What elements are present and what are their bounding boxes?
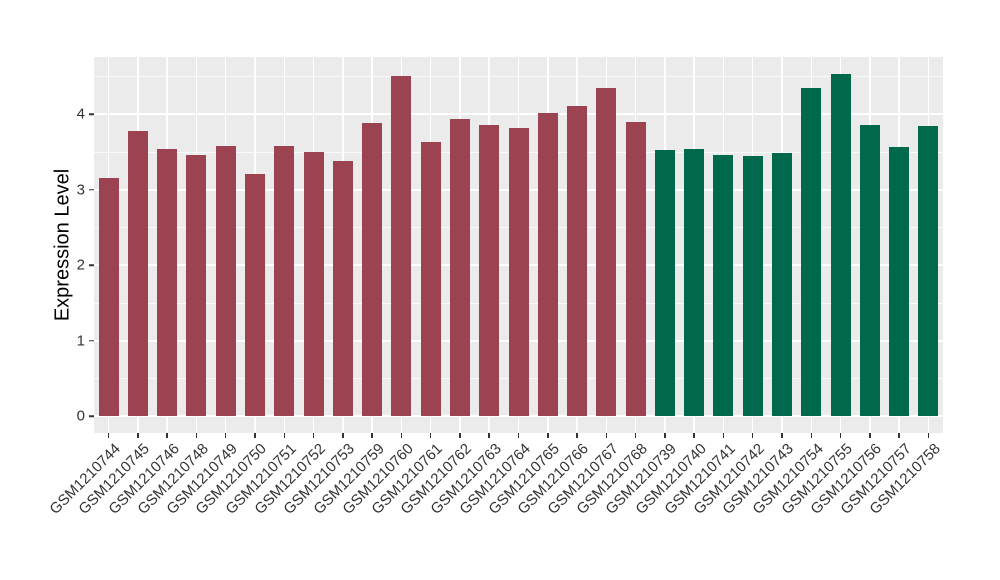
- bar-GSM1210759: [362, 123, 383, 416]
- bar-GSM1210748: [186, 154, 207, 416]
- bar-GSM1210756: [859, 125, 880, 416]
- y-tick-label: 4: [76, 105, 85, 123]
- x-tick-mark: [605, 433, 608, 438]
- x-tick-mark: [459, 433, 461, 438]
- bar-GSM1210757: [889, 147, 910, 416]
- bar-GSM1210764: [508, 128, 529, 416]
- x-tick-mark: [195, 433, 198, 438]
- x-tick-mark: [107, 433, 110, 438]
- y-tick-mark: [89, 188, 94, 191]
- x-tick-mark: [634, 433, 637, 438]
- bar-GSM1210745: [127, 131, 148, 416]
- y-tick-mark: [89, 339, 94, 342]
- bar-GSM1210753: [332, 160, 353, 416]
- bar-GSM1210739: [654, 150, 675, 416]
- y-tick-mark: [89, 264, 94, 266]
- bar-GSM1210761: [420, 141, 441, 416]
- bar-GSM1210767: [596, 88, 617, 416]
- x-tick-mark: [312, 433, 315, 438]
- bar-GSM1210751: [274, 145, 295, 416]
- x-tick-mark: [371, 433, 373, 438]
- x-tick-mark: [869, 433, 871, 438]
- x-tick-mark: [664, 433, 666, 438]
- x-tick-mark: [810, 433, 812, 438]
- bar-GSM1210740: [684, 148, 705, 416]
- x-tick-mark: [400, 433, 403, 438]
- bar-GSM1210765: [537, 113, 558, 416]
- bar-GSM1210752: [303, 151, 324, 416]
- bar-GSM1210760: [391, 76, 412, 416]
- y-tick-label: 0: [76, 407, 85, 425]
- x-tick-mark: [342, 433, 344, 438]
- x-tick-mark: [488, 433, 490, 438]
- bar-GSM1210754: [801, 87, 822, 416]
- x-tick-mark: [898, 433, 900, 438]
- bar-GSM1210755: [830, 73, 851, 416]
- x-tick-mark: [839, 433, 842, 438]
- plot-panel: [94, 57, 943, 433]
- y-tick-label: 3: [76, 181, 85, 198]
- x-tick-mark: [166, 433, 168, 438]
- bar-GSM1210741: [713, 154, 734, 416]
- x-tick-mark: [517, 433, 520, 438]
- bar-GSM1210762: [449, 119, 470, 416]
- x-tick-mark: [693, 433, 695, 438]
- x-tick-mark: [429, 433, 432, 438]
- bar-GSM1210743: [771, 152, 792, 416]
- bar-GSM1210750: [245, 173, 266, 416]
- x-tick-mark: [547, 433, 549, 438]
- x-tick-mark: [927, 433, 930, 438]
- x-tick-mark: [576, 433, 578, 438]
- bar-GSM1210742: [742, 156, 763, 416]
- bar-GSM1210758: [918, 126, 939, 416]
- bar-GSM1210749: [215, 146, 236, 416]
- x-tick-mark: [751, 433, 754, 438]
- bar-GSM1210766: [567, 105, 588, 416]
- y-tick-label: 1: [76, 332, 85, 349]
- bar-GSM1210746: [157, 149, 178, 416]
- bar-GSM1210763: [479, 125, 500, 416]
- y-tick-mark: [89, 415, 94, 417]
- x-tick-mark: [283, 433, 286, 438]
- x-tick-mark: [722, 433, 725, 438]
- x-tick-mark: [137, 433, 139, 438]
- x-tick-mark: [254, 433, 256, 438]
- x-tick-mark: [224, 433, 227, 438]
- bar-GSM1210768: [625, 121, 646, 416]
- x-tick-mark: [781, 433, 783, 438]
- y-tick-mark: [89, 113, 94, 115]
- bar-GSM1210744: [98, 178, 119, 416]
- y-tick-label: 2: [76, 256, 85, 274]
